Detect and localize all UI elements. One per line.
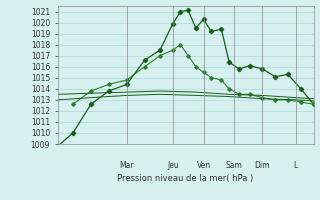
Text: Jeu: Jeu [167, 161, 179, 170]
Text: Pression niveau de la mer( hPa ): Pression niveau de la mer( hPa ) [117, 174, 254, 183]
Text: Sam: Sam [226, 161, 243, 170]
Text: Ven: Ven [196, 161, 211, 170]
Text: L: L [293, 161, 298, 170]
Text: Mar: Mar [119, 161, 134, 170]
Text: Dim: Dim [255, 161, 270, 170]
